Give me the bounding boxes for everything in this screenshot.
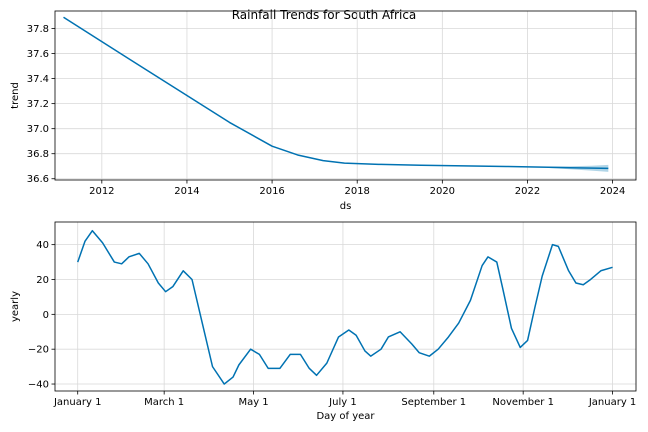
trend-panel-xtick-label-2: 2016 [259, 186, 284, 197]
trend-panel-ytick-label-3: 37.2 [27, 99, 49, 110]
yearly-axes-frame [54, 221, 637, 392]
trend-panel-ytick-label-0: 36.6 [27, 174, 49, 185]
yearly-panel-ytick-label-0: −40 [28, 380, 49, 391]
trend-panel: 2012 2014 2016 2018 2020 2022 2024 36.6 36.8 37.0… [10, 10, 637, 212]
yearly-y-axis-label: yearly [10, 291, 21, 322]
trend-panel-xtick-label-3: 2018 [344, 186, 369, 197]
trend-panel-ytick-label-1: 36.8 [27, 149, 49, 160]
trend-axes-frame [54, 10, 637, 181]
trend-ticks: 2012 2014 2016 2018 2020 2022 2024 36.6 36.8 37.0… [27, 24, 626, 197]
yearly-panel-xtick-label-1: March 1 [144, 397, 184, 408]
trend-grid [55, 11, 636, 180]
yearly-panel-xtick-label-0: January 1 [53, 397, 101, 408]
yearly-panel-ytick-label-1: −20 [28, 345, 49, 356]
trend-panel-xtick-label-1: 2014 [174, 186, 199, 197]
trend-y-axis-label: trend [10, 82, 21, 109]
trend-panel-ytick-label-5: 37.6 [27, 49, 49, 60]
trend-panel-ytick-label-4: 37.4 [27, 74, 49, 85]
trend-panel-ytick-label-6: 37.8 [27, 24, 49, 35]
trend-panel-xtick-label-0: 2012 [89, 186, 114, 197]
yearly-panel-ytick-label-4: 40 [36, 240, 49, 251]
trend-panel-ytick-label-2: 37.0 [27, 124, 49, 135]
yearly-panel-ytick-label-2: 0 [43, 310, 49, 321]
trend-line [63, 16, 609, 170]
trend-x-axis-label: ds [340, 201, 352, 212]
yearly-panel: January 1 March 1 May 1 July 1 September 1 No… [10, 221, 637, 422]
yearly-line [77, 229, 613, 385]
chart-title: Rainfall Trends for South Africa [232, 8, 417, 22]
yearly-panel-ytick-label-3: 20 [36, 275, 49, 286]
yearly-panel-xtick-label-6: January 1 [588, 397, 636, 408]
trend-panel-xtick-label-5: 2022 [515, 186, 540, 197]
yearly-panel-xtick-label-4: September 1 [401, 397, 466, 408]
trend-panel-xtick-label-4: 2020 [430, 186, 455, 197]
yearly-panel-xtick-label-2: May 1 [238, 397, 268, 408]
trend-panel-xtick-label-6: 2024 [600, 186, 625, 197]
yearly-grid [55, 222, 636, 391]
yearly-x-axis-label: Day of year [316, 411, 375, 422]
yearly-panel-xtick-label-5: November 1 [492, 397, 554, 408]
yearly-panel-xtick-label-3: July 1 [328, 397, 357, 408]
yearly-ticks: January 1 March 1 May 1 July 1 September 1 No… [28, 240, 636, 408]
